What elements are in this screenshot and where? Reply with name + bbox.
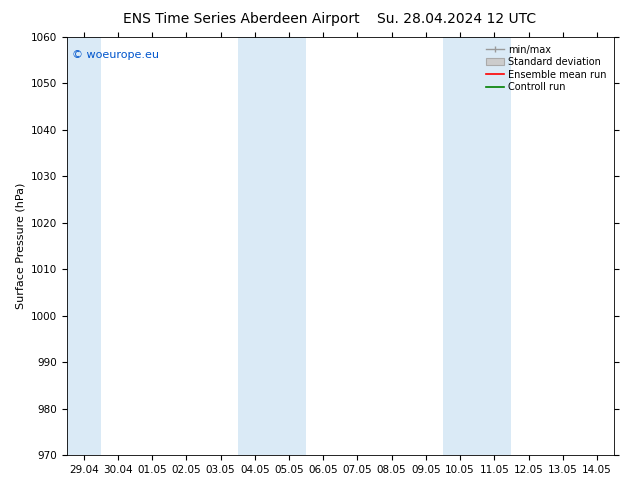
Bar [238, 37, 306, 455]
Text: © woeurope.eu: © woeurope.eu [72, 49, 159, 60]
Text: ENS Time Series Aberdeen Airport: ENS Time Series Aberdeen Airport [122, 12, 359, 26]
Text: Su. 28.04.2024 12 UTC: Su. 28.04.2024 12 UTC [377, 12, 536, 26]
Legend: min/max, Standard deviation, Ensemble mean run, Controll run: min/max, Standard deviation, Ensemble me… [484, 42, 609, 95]
Y-axis label: Surface Pressure (hPa): Surface Pressure (hPa) [15, 183, 25, 309]
Bar [443, 37, 512, 455]
Bar [67, 37, 101, 455]
